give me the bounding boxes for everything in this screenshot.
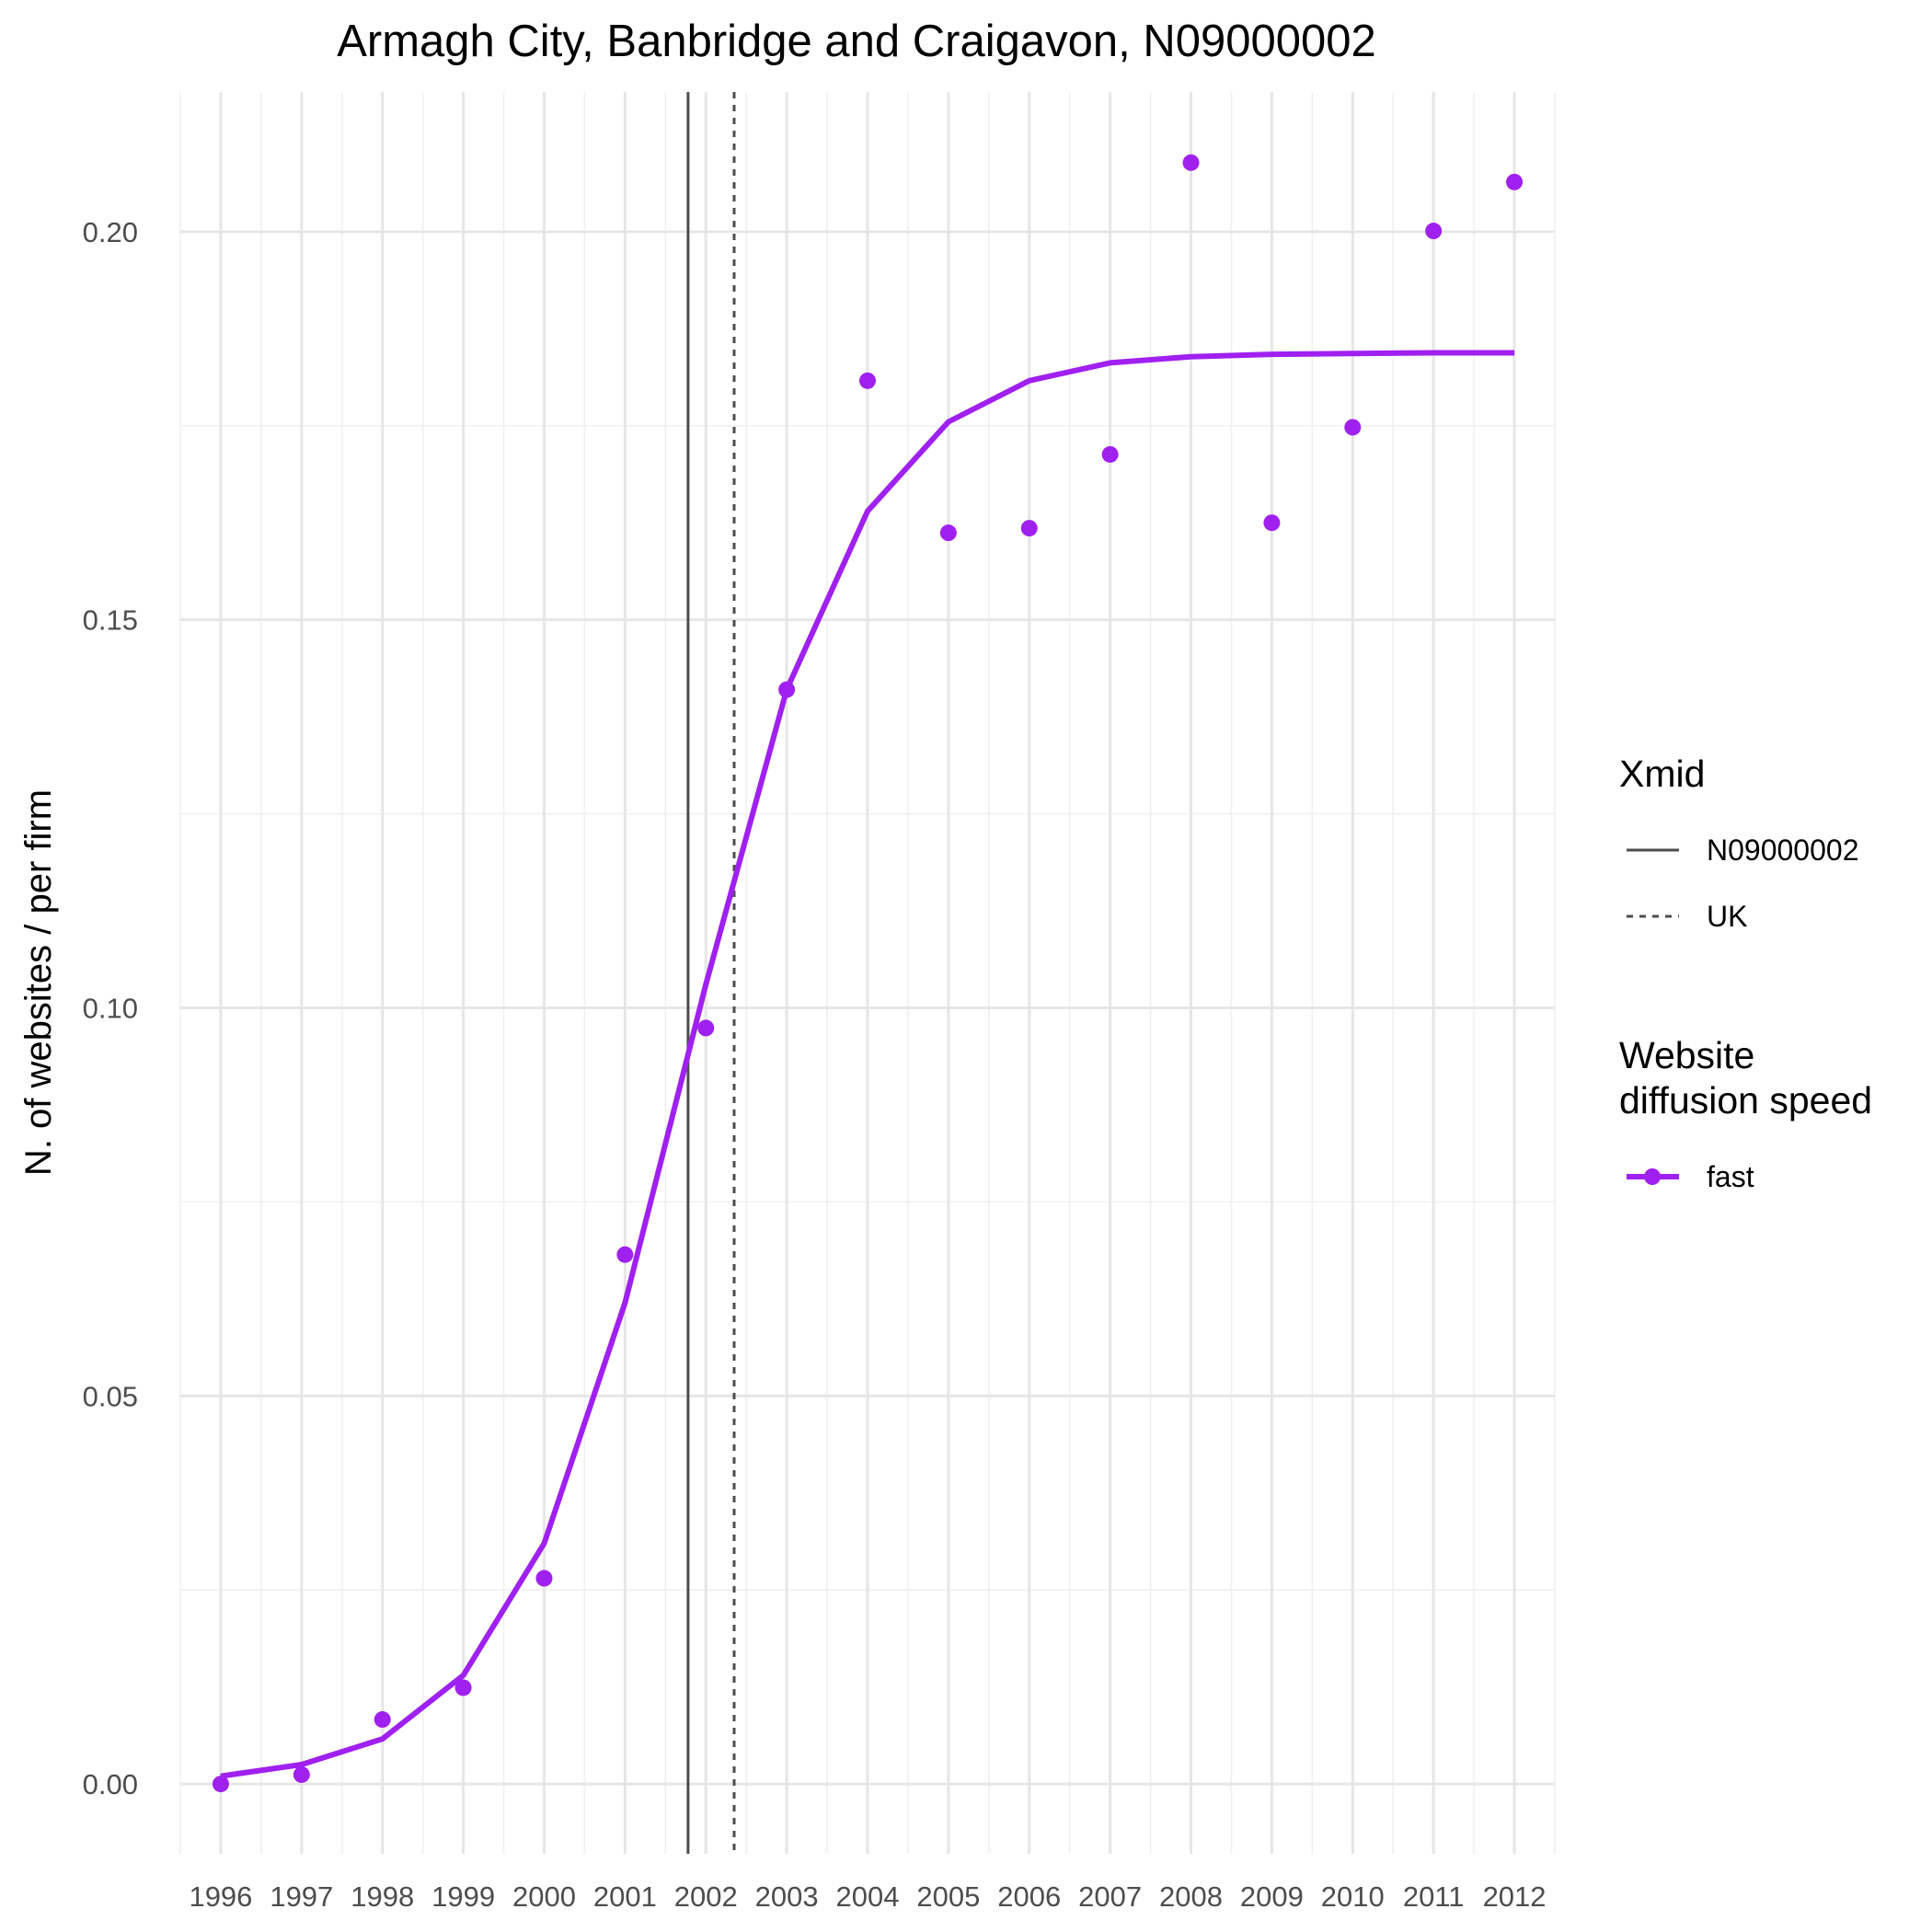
grid (179, 92, 1556, 1854)
data-point-2004 (859, 372, 876, 389)
x-tick-label: 2002 (674, 1880, 738, 1913)
x-tick-label: 1999 (431, 1880, 495, 1913)
x-tick-label: 2010 (1321, 1880, 1385, 1913)
legend-speed-title-line1: Website (1619, 1034, 1754, 1076)
y-tick-label: 0.15 (83, 604, 138, 637)
data-point-2003 (778, 681, 796, 698)
x-tick-label: 1997 (270, 1880, 333, 1913)
x-tick-label: 2000 (512, 1880, 576, 1913)
data-point-2007 (1101, 445, 1119, 463)
x-tick-label: 2008 (1159, 1880, 1223, 1913)
y-tick-label: 0.05 (83, 1380, 138, 1412)
chart-title: Armagh City, Banbridge and Craigavon, N0… (337, 17, 1376, 66)
x-tick-label: 1998 (351, 1880, 414, 1913)
data-point-2005 (939, 524, 957, 542)
data-point-1998 (374, 1711, 391, 1729)
data-point-2002 (697, 1019, 715, 1037)
y-tick-label: 0.20 (83, 216, 138, 248)
data-point-1999 (454, 1679, 472, 1696)
x-tick-label: 2011 (1403, 1880, 1465, 1913)
legend-speed-title-line2: diffusion speed (1619, 1079, 1872, 1121)
series-fast (212, 154, 1524, 1793)
data-point-2006 (1020, 520, 1038, 537)
x-tick-label: 2012 (1483, 1880, 1547, 1913)
y-tick-labels: 0.00 0.05 0.10 0.15 0.20 (83, 216, 138, 1800)
x-tick-label: 2009 (1240, 1880, 1304, 1913)
legend-label-n09000002: N09000002 (1707, 834, 1858, 867)
fitted-line-fast (220, 350, 1515, 1779)
y-tick-label: 0.10 (83, 992, 138, 1024)
x-tick-label: 2003 (755, 1880, 819, 1913)
data-point-2001 (616, 1246, 634, 1263)
y-axis-title: N. of websites / per firm (18, 789, 59, 1176)
legend-key-fast-point (1644, 1168, 1661, 1185)
legend-label-fast: fast (1707, 1160, 1754, 1193)
x-tick-label: 2005 (916, 1880, 980, 1913)
data-point-2010 (1344, 419, 1362, 436)
data-point-2011 (1425, 223, 1443, 240)
data-point-1996 (212, 1776, 229, 1793)
x-tick-label: 2007 (1078, 1880, 1142, 1913)
x-tick-label: 2001 (593, 1880, 657, 1913)
data-point-1997 (293, 1765, 310, 1783)
data-point-2000 (535, 1570, 553, 1587)
x-tick-label: 2004 (836, 1880, 900, 1913)
reference-lines (686, 92, 736, 1854)
data-point-2012 (1506, 173, 1524, 190)
x-tick-label: 2006 (997, 1880, 1061, 1913)
x-tick-label: 1996 (189, 1880, 252, 1913)
data-point-2008 (1182, 154, 1200, 171)
x-tick-labels: 1996 1997 1998 1999 2000 2001 2002 2003 2004 2005… (189, 1880, 1546, 1913)
data-point-2009 (1263, 514, 1281, 532)
legend: Xmid N09000002 UK Website diffusion spee… (1619, 753, 1872, 1193)
y-tick-label: 0.00 (83, 1768, 138, 1800)
legend-label-uk: UK (1707, 900, 1747, 933)
legend-xmid-title: Xmid (1619, 753, 1705, 795)
